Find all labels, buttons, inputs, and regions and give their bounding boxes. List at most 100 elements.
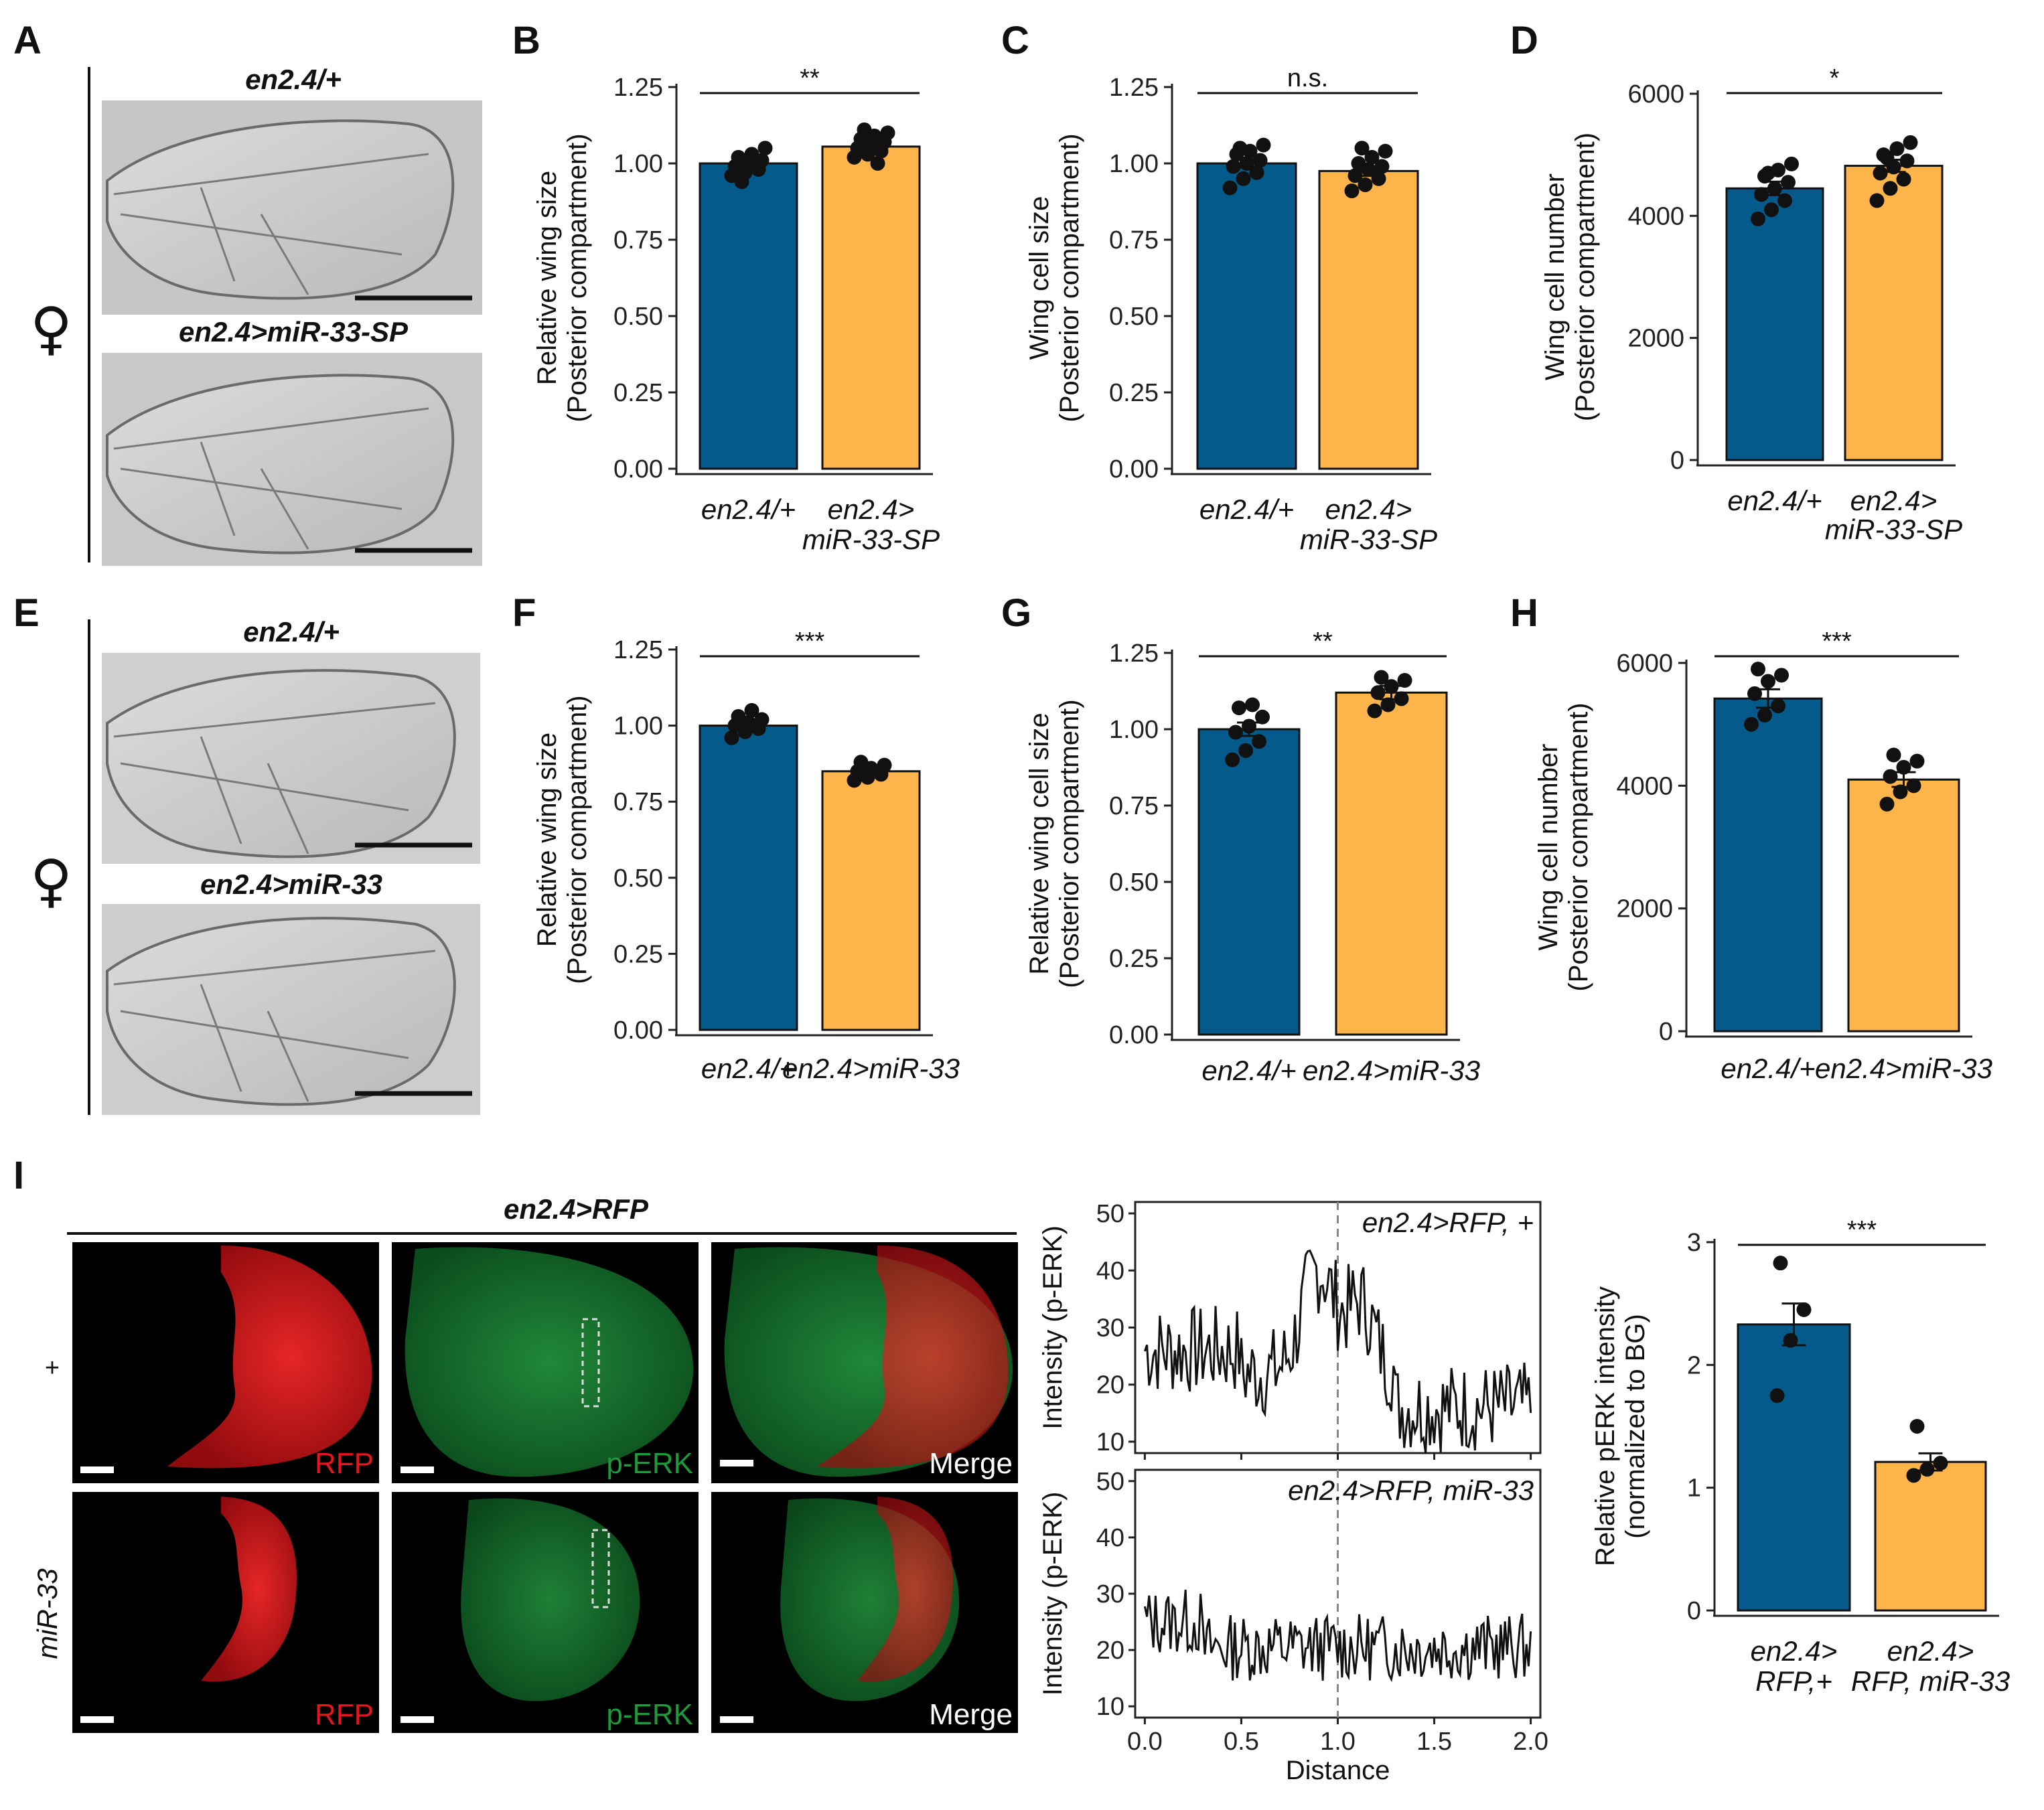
y-tick-label: 40 xyxy=(1096,1257,1124,1285)
y-axis-label-2: (Posterior compartment) xyxy=(1571,133,1600,421)
bar-control xyxy=(1197,728,1301,1036)
wing-image-e-bottom xyxy=(102,904,480,1115)
data-point xyxy=(744,147,759,162)
wing-label-e-top: en2.4/+ xyxy=(243,616,340,648)
chart-i-line-top: 10 20 30 40 50 Intensity (p-ERK) en2.4>RFP, + xyxy=(1038,1200,1542,1460)
x-tick-label: 2.0 xyxy=(1513,1728,1548,1756)
x-tick-label: 0.5 xyxy=(1224,1728,1259,1756)
panel-label-e: E xyxy=(13,591,40,635)
data-point xyxy=(1869,193,1885,208)
y-tick-label: 0.00 xyxy=(1109,455,1159,483)
y-tick-label: 10 xyxy=(1096,1428,1124,1456)
x-tick-label: en2.4/+ xyxy=(1721,1053,1815,1084)
x-tick-label: en2.4> xyxy=(1887,1635,1974,1667)
data-point xyxy=(744,702,759,718)
data-point xyxy=(1249,165,1264,180)
x-tick-label: RFP, miR-33 xyxy=(1851,1665,2010,1697)
x-tick-label: miR-33-SP xyxy=(1825,514,1962,545)
data-point xyxy=(1225,752,1240,767)
data-point xyxy=(1226,159,1241,174)
x-tick-label: en2.4/+ xyxy=(1727,485,1822,516)
panel-label-d: D xyxy=(1510,19,1538,62)
x-tick-label: 0.0 xyxy=(1127,1728,1163,1756)
data-point xyxy=(1371,171,1386,186)
x-tick-label: en2.4>miR-33 xyxy=(1303,1055,1480,1086)
x-tick-label: en2.4/+ xyxy=(701,1053,796,1084)
data-point xyxy=(1773,1256,1788,1271)
bar-control xyxy=(1713,697,1823,1033)
y-tick-label: 0.00 xyxy=(613,1016,663,1045)
data-point xyxy=(1751,211,1765,226)
female-symbol-a: ♀ xyxy=(30,295,72,362)
data-point xyxy=(1757,707,1772,723)
bar-treatment xyxy=(1847,778,1960,1033)
data-point xyxy=(1222,180,1238,196)
wing-label-a-top: en2.4/+ xyxy=(245,64,342,95)
data-point xyxy=(1896,759,1911,775)
y-tick-label: 10 xyxy=(1096,1693,1124,1721)
y-tick-label: 0.75 xyxy=(613,788,663,816)
channel-label-perk-2: p-ERK xyxy=(606,1698,693,1731)
data-point xyxy=(870,156,885,171)
data-point xyxy=(1873,165,1888,181)
y-tick-label: 0.75 xyxy=(1109,226,1159,254)
y-tick-label: 0 xyxy=(1687,1597,1701,1625)
chart-f: 0.00 0.25 0.50 0.75 1.00 1.25 Relative wing si… xyxy=(532,627,960,1084)
y-tick-label: 50 xyxy=(1096,1468,1124,1496)
data-point xyxy=(1883,181,1898,196)
wing-image-e-top xyxy=(102,653,480,864)
data-point xyxy=(1374,670,1389,685)
x-tick-label: miR-33-SP xyxy=(1300,524,1437,555)
y-tick-label: 2000 xyxy=(1627,325,1684,353)
significance-label: *** xyxy=(1822,627,1852,656)
row-label-plus: + xyxy=(45,1354,60,1382)
y-tick-label: 0.25 xyxy=(1109,945,1159,973)
data-point xyxy=(1883,769,1898,784)
y-tick-label: 20 xyxy=(1096,1637,1124,1665)
data-point xyxy=(1374,159,1390,174)
y-tick-label: 4000 xyxy=(1616,772,1673,800)
data-point xyxy=(757,141,773,156)
bar-treatment xyxy=(1318,169,1419,470)
trace-label: en2.4>RFP, + xyxy=(1362,1207,1534,1238)
x-tick-label: RFP,+ xyxy=(1755,1665,1832,1697)
y-axis-label: Wing cell number xyxy=(1534,743,1563,950)
x-tick-label: 1.5 xyxy=(1416,1728,1452,1756)
channel-label-perk-1: p-ERK xyxy=(606,1447,693,1480)
significance-label: ** xyxy=(1313,627,1333,656)
data-point xyxy=(1252,153,1268,168)
y-tick-label: 0.50 xyxy=(613,303,663,331)
y-tick-label: 0.50 xyxy=(1109,303,1159,331)
significance-label: * xyxy=(1830,64,1840,92)
y-tick-label: 1.25 xyxy=(1109,74,1159,102)
y-tick-label: 1.00 xyxy=(1109,150,1159,178)
data-point xyxy=(1767,181,1782,196)
channel-label-merge-2: Merge xyxy=(929,1698,1013,1731)
data-point xyxy=(1919,1462,1935,1477)
bar-treatment xyxy=(1335,691,1448,1036)
y-axis-label-2: (Posterior compartment) xyxy=(563,133,592,422)
x-tick-label: en2.4> xyxy=(1751,1635,1838,1667)
chart-d: 0 2000 4000 6000 Wing cell number (Posterior … xyxy=(1540,64,1962,545)
y-tick-label: 0.25 xyxy=(1109,379,1159,407)
y-axis-label: Intensity (p-ERK) xyxy=(1038,1225,1068,1430)
x-tick-label: en2.4/+ xyxy=(1199,494,1294,525)
y-tick-label: 3 xyxy=(1687,1229,1701,1257)
data-point xyxy=(1252,734,1266,749)
data-point xyxy=(1771,698,1785,714)
y-axis-label-2: (normalized to BG) xyxy=(1621,1314,1650,1539)
x-axis-label: Distance xyxy=(1286,1756,1390,1785)
data-point xyxy=(1255,709,1270,725)
data-point xyxy=(731,149,746,165)
data-point xyxy=(1879,150,1895,165)
bar-treatment xyxy=(821,145,921,470)
data-point xyxy=(1344,183,1360,199)
y-tick-label: 0.00 xyxy=(1109,1021,1159,1049)
bar-treatment xyxy=(1874,1460,1987,1612)
y-axis-label-2: (Posterior compartment) xyxy=(1564,702,1593,991)
y-tick-label: 2000 xyxy=(1616,895,1673,923)
x-tick-label: miR-33-SP xyxy=(802,524,940,555)
y-tick-label: 1.25 xyxy=(613,74,663,102)
data-point xyxy=(1784,156,1799,171)
